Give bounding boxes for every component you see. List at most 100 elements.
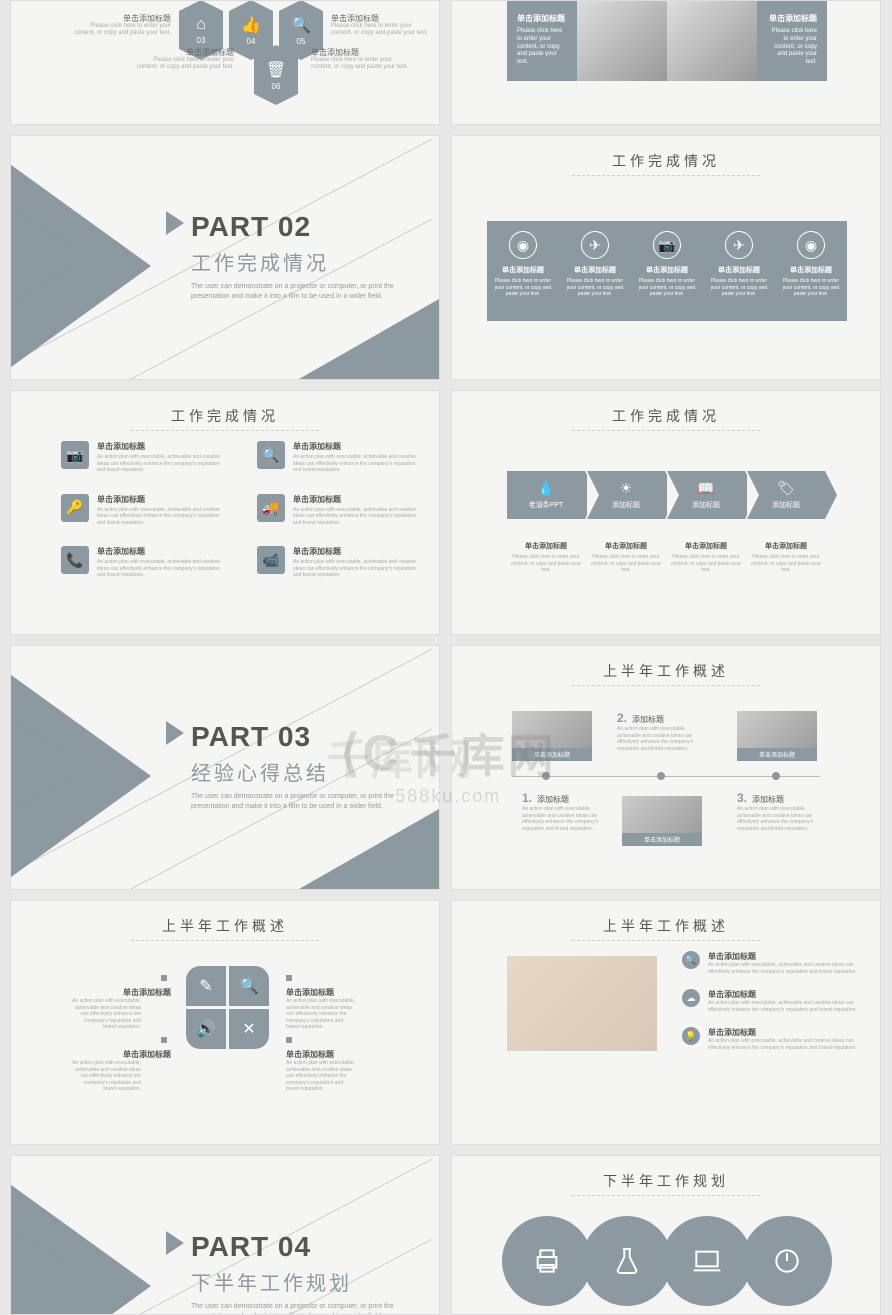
timeline-text: An action plan with executable, achievab… [522,806,607,832]
banner-right: 单击添加标题 Please click here to enter your c… [757,1,827,81]
tools-icon: ✕ [229,1009,269,1049]
flask-icon [611,1245,643,1277]
sq-sub: An action plan with executable, achievab… [286,998,356,1031]
slide-part-03: PART 03 经验心得总结 The user can demonstrate … [10,645,440,890]
timeline-num: 1. [522,791,532,805]
cell-sub: Please click here to enter your content,… [565,278,625,298]
item-sub: An action plan with executable, achievab… [293,454,423,474]
timeline-caption: 单击添加标题 [512,748,592,761]
video-icon: 📹 [257,546,285,574]
content-image [507,956,657,1051]
part-label: PART 02 [191,211,401,243]
slide-title: 上半年工作概述 [131,901,319,941]
slide-title: 工作完成情况 [572,136,760,176]
timeline-image: 单击添加标题 [622,796,702,846]
play-icon [166,721,184,745]
truck-icon: 🚚 [257,494,285,522]
cell-sub: Please click here to enter your content,… [709,278,769,298]
chev-sub-text: Please click here to enter your content,… [670,554,742,574]
item-sub: An action plan with executable, achievab… [97,507,227,527]
item-sub: An action plan with executable, achievab… [97,559,227,579]
item-title: 单击添加标题 [293,441,423,452]
sq-title: 单击添加标题 [286,1049,356,1060]
laptop-icon: ⌂ [196,16,206,34]
chev-sub-title: 单击添加标题 [590,541,662,551]
part-sub: The user can demonstrate on a projector … [191,1302,401,1315]
timeline-title: 添加标题 [752,794,784,805]
slide-image-list: 上半年工作概述 🔍单击添加标题An action plan with execu… [451,900,881,1145]
thumbs-up-icon: 👍 [241,15,261,35]
plane-icon: ✈ [581,231,609,259]
sun-icon: ☀ [620,480,633,497]
timeline-num: 3. [737,791,747,805]
disc-icon: ◉ [509,231,537,259]
chev-sub-title: 单击添加标题 [510,541,582,551]
slide-title: 上半年工作概述 [572,646,760,686]
part-title: 经验心得总结 [191,757,401,786]
part-title: 工作完成情况 [191,247,401,276]
play-icon [166,1231,184,1255]
disc-icon: ◉ [797,231,825,259]
item-title: 单击添加标题 [97,546,227,557]
item-title: 单击添加标题 [97,494,227,505]
cell-sub: Please click here to enter your content,… [781,278,841,298]
banner-sub: Please click here to enter your content,… [767,28,817,67]
chev-sub-title: 单击添加标题 [750,541,822,551]
banner-sub: Please click here to enter your content,… [517,28,567,67]
list-sub: An action plan with executable, achievab… [708,962,868,975]
sq-title: 单击添加标题 [71,987,171,998]
slide-title: 上半年工作概述 [572,901,760,941]
bulb-icon: 💡 [682,1027,700,1045]
item-title: 单击添加标题 [293,546,423,557]
list-sub: An action plan with executable, achievab… [708,1000,868,1013]
camera-icon: 📷 [653,231,681,259]
timeline-text: An action plan with executable, achievab… [617,726,702,752]
slide-square-grid: 上半年工作概述 ✎ 🔍 🔊 ✕ 单击添加标题An action plan wit… [10,900,440,1145]
slide-icon-row: 工作完成情况 ◉ 单击添加标题 Please click here to enter… [451,135,881,380]
item-sub: An action plan with executable, achievab… [97,454,227,474]
chev-sub-text: Please click here to enter your content,… [750,554,822,574]
slide-circles: 下半年工作规划 [451,1155,881,1315]
banner-title: 单击添加标题 [767,13,817,24]
chev-label: 添加标题 [692,500,720,510]
cell-title: 单击添加标题 [493,265,553,275]
timeline-caption: 单击添加标题 [737,748,817,761]
cell-title: 单击添加标题 [709,265,769,275]
drop-icon: 💧 [537,480,554,497]
slide-part-04: PART 04 下半年工作规划 The user can demonstrate… [10,1155,440,1315]
banner-title: 单击添加标题 [517,13,567,24]
slide-photo-banner: 单击添加标题 Please click here to enter your c… [451,0,881,125]
slide-title: 工作完成情况 [572,391,760,431]
sq-sub: An action plan with executable, achievab… [71,1060,141,1093]
timeline-title: 添加标题 [632,714,664,725]
printer-icon [531,1245,563,1277]
item-title: 单击添加标题 [293,494,423,505]
banner-image-1 [577,1,667,81]
list-title: 单击添加标题 [708,951,868,962]
search-icon: 🔍 [291,15,311,35]
part-sub: The user can demonstrate on a projector … [191,792,401,812]
list-title: 单击添加标题 [708,989,868,1000]
timeline-num: 2. [617,711,627,725]
laptop-icon [691,1245,723,1277]
sq-title: 单击添加标题 [71,1049,171,1060]
slide-title: 工作完成情况 [131,391,319,431]
edit-icon: ✎ [186,966,226,1006]
slide-chevron-process: 工作完成情况 💧老油条PPT ☀添加标题 📖添加标题 🏷添加标题 单击添加标题P… [451,390,881,635]
sq-title: 单击添加标题 [286,987,356,998]
cloud-icon: ☁ [682,989,700,1007]
slide-timeline: 上半年工作概述 单击添加标题 2. 添加标题 An action plan wi… [451,645,881,890]
play-icon [166,211,184,235]
sound-icon: 🔊 [186,1009,226,1049]
cell-title: 单击添加标题 [565,265,625,275]
chev-label: 老油条PPT [529,500,564,510]
part-label: PART 03 [191,721,401,753]
item-title: 单击添加标题 [97,441,227,452]
search-icon: 🔍 [229,966,269,1006]
item-sub: An action plan with executable, achievab… [293,507,423,527]
watermark: 千库网 [451,726,474,787]
chev-label: 添加标题 [772,500,800,510]
hex-num: 03 [197,36,206,45]
sq-sub: An action plan with executable, achievab… [286,1060,356,1093]
slide-hexagons: ⌂03 👍04 🔍05 🗑06 单击添加标题 Please click here… [10,0,440,125]
